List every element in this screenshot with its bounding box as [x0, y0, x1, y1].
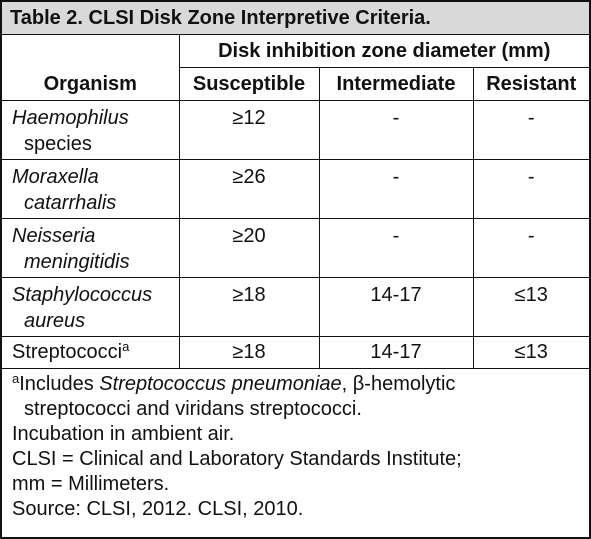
column-header: Susceptible	[179, 67, 320, 101]
table-row: Staphylococcus aureus ≥18 14-17 ≤13	[2, 277, 589, 337]
footnote: Incubation in ambient air.	[12, 423, 235, 445]
footnote: CLSI = Clinical and Laboratory Standards…	[12, 448, 462, 470]
criteria-cell: ≤13	[472, 277, 589, 337]
table-row: Streptococcia ≥18 14-17 ≤13	[2, 336, 589, 369]
criteria-cell: ≤13	[472, 336, 589, 369]
column-header: Intermediate	[318, 67, 474, 101]
footnote: aIncludes Streptococcus pneumoniae, β-he…	[12, 372, 534, 422]
organism-name: Neisseria meningitidis	[12, 225, 130, 273]
organism-name: Staphylococcus aureus	[12, 284, 153, 332]
footnote-marker: a	[12, 371, 20, 386]
criteria-cell: ≥12	[178, 100, 320, 160]
organism-cell: Streptococcia	[2, 336, 180, 369]
criteria-cell: 14-17	[318, 277, 474, 337]
table-body: Haemophilus species ≥12- - Moraxella catarr…	[2, 100, 589, 369]
criteria-cell: ≥18	[178, 336, 320, 369]
footnote: mm = Millimeters.	[12, 473, 170, 495]
table-row: Neisseria meningitidis ≥20- -	[2, 218, 589, 278]
group-header: Disk inhibition zone diameter (mm)	[178, 35, 589, 68]
organism-cell: Neisseria meningitidis	[2, 218, 180, 278]
criteria-cell: -	[472, 100, 589, 160]
organism-cell: Moraxella catarrhalis	[2, 159, 180, 219]
organism-name: Moraxella catarrhalis	[12, 166, 117, 214]
organism-cell: Staphylococcus aureus	[2, 277, 180, 337]
criteria-cell: -	[472, 159, 589, 219]
organism-text: species	[24, 133, 92, 155]
criteria-cell: -	[318, 100, 474, 160]
organism-text: Streptococci	[12, 341, 123, 363]
table-title: Table 2. CLSI Disk Zone Interpretive Cri…	[2, 2, 589, 35]
criteria-cell: ≥20	[178, 218, 320, 278]
footnote: Source: CLSI, 2012. CLSI, 2010.	[12, 498, 304, 520]
text: , β-hemolytic streptococci and viridans …	[24, 373, 456, 420]
footnotes: aIncludes Streptococcus pneumoniae, β-he…	[2, 369, 589, 522]
organism-cell: Haemophilus species	[2, 100, 180, 160]
criteria-cell: 14-17	[318, 336, 474, 369]
criteria-cell: -	[318, 159, 474, 219]
table-row: Haemophilus species ≥12- -	[2, 100, 589, 160]
criteria-cell: -	[318, 218, 474, 278]
column-header: Resistant	[472, 67, 589, 101]
table-row: Moraxella catarrhalis ≥26- -	[2, 159, 589, 219]
organism-name: Haemophilus	[12, 107, 129, 129]
footnote-marker: a	[122, 339, 130, 354]
criteria-cell: ≥26	[178, 159, 320, 219]
criteria-cell: ≥18	[178, 277, 320, 337]
text: Streptococcus pneumoniae	[99, 373, 342, 395]
criteria-table: Organism Disk inhibition zone diameter (…	[2, 35, 589, 369]
column-header: Organism	[2, 35, 180, 101]
criteria-cell: -	[472, 218, 589, 278]
text: Includes	[19, 373, 100, 395]
